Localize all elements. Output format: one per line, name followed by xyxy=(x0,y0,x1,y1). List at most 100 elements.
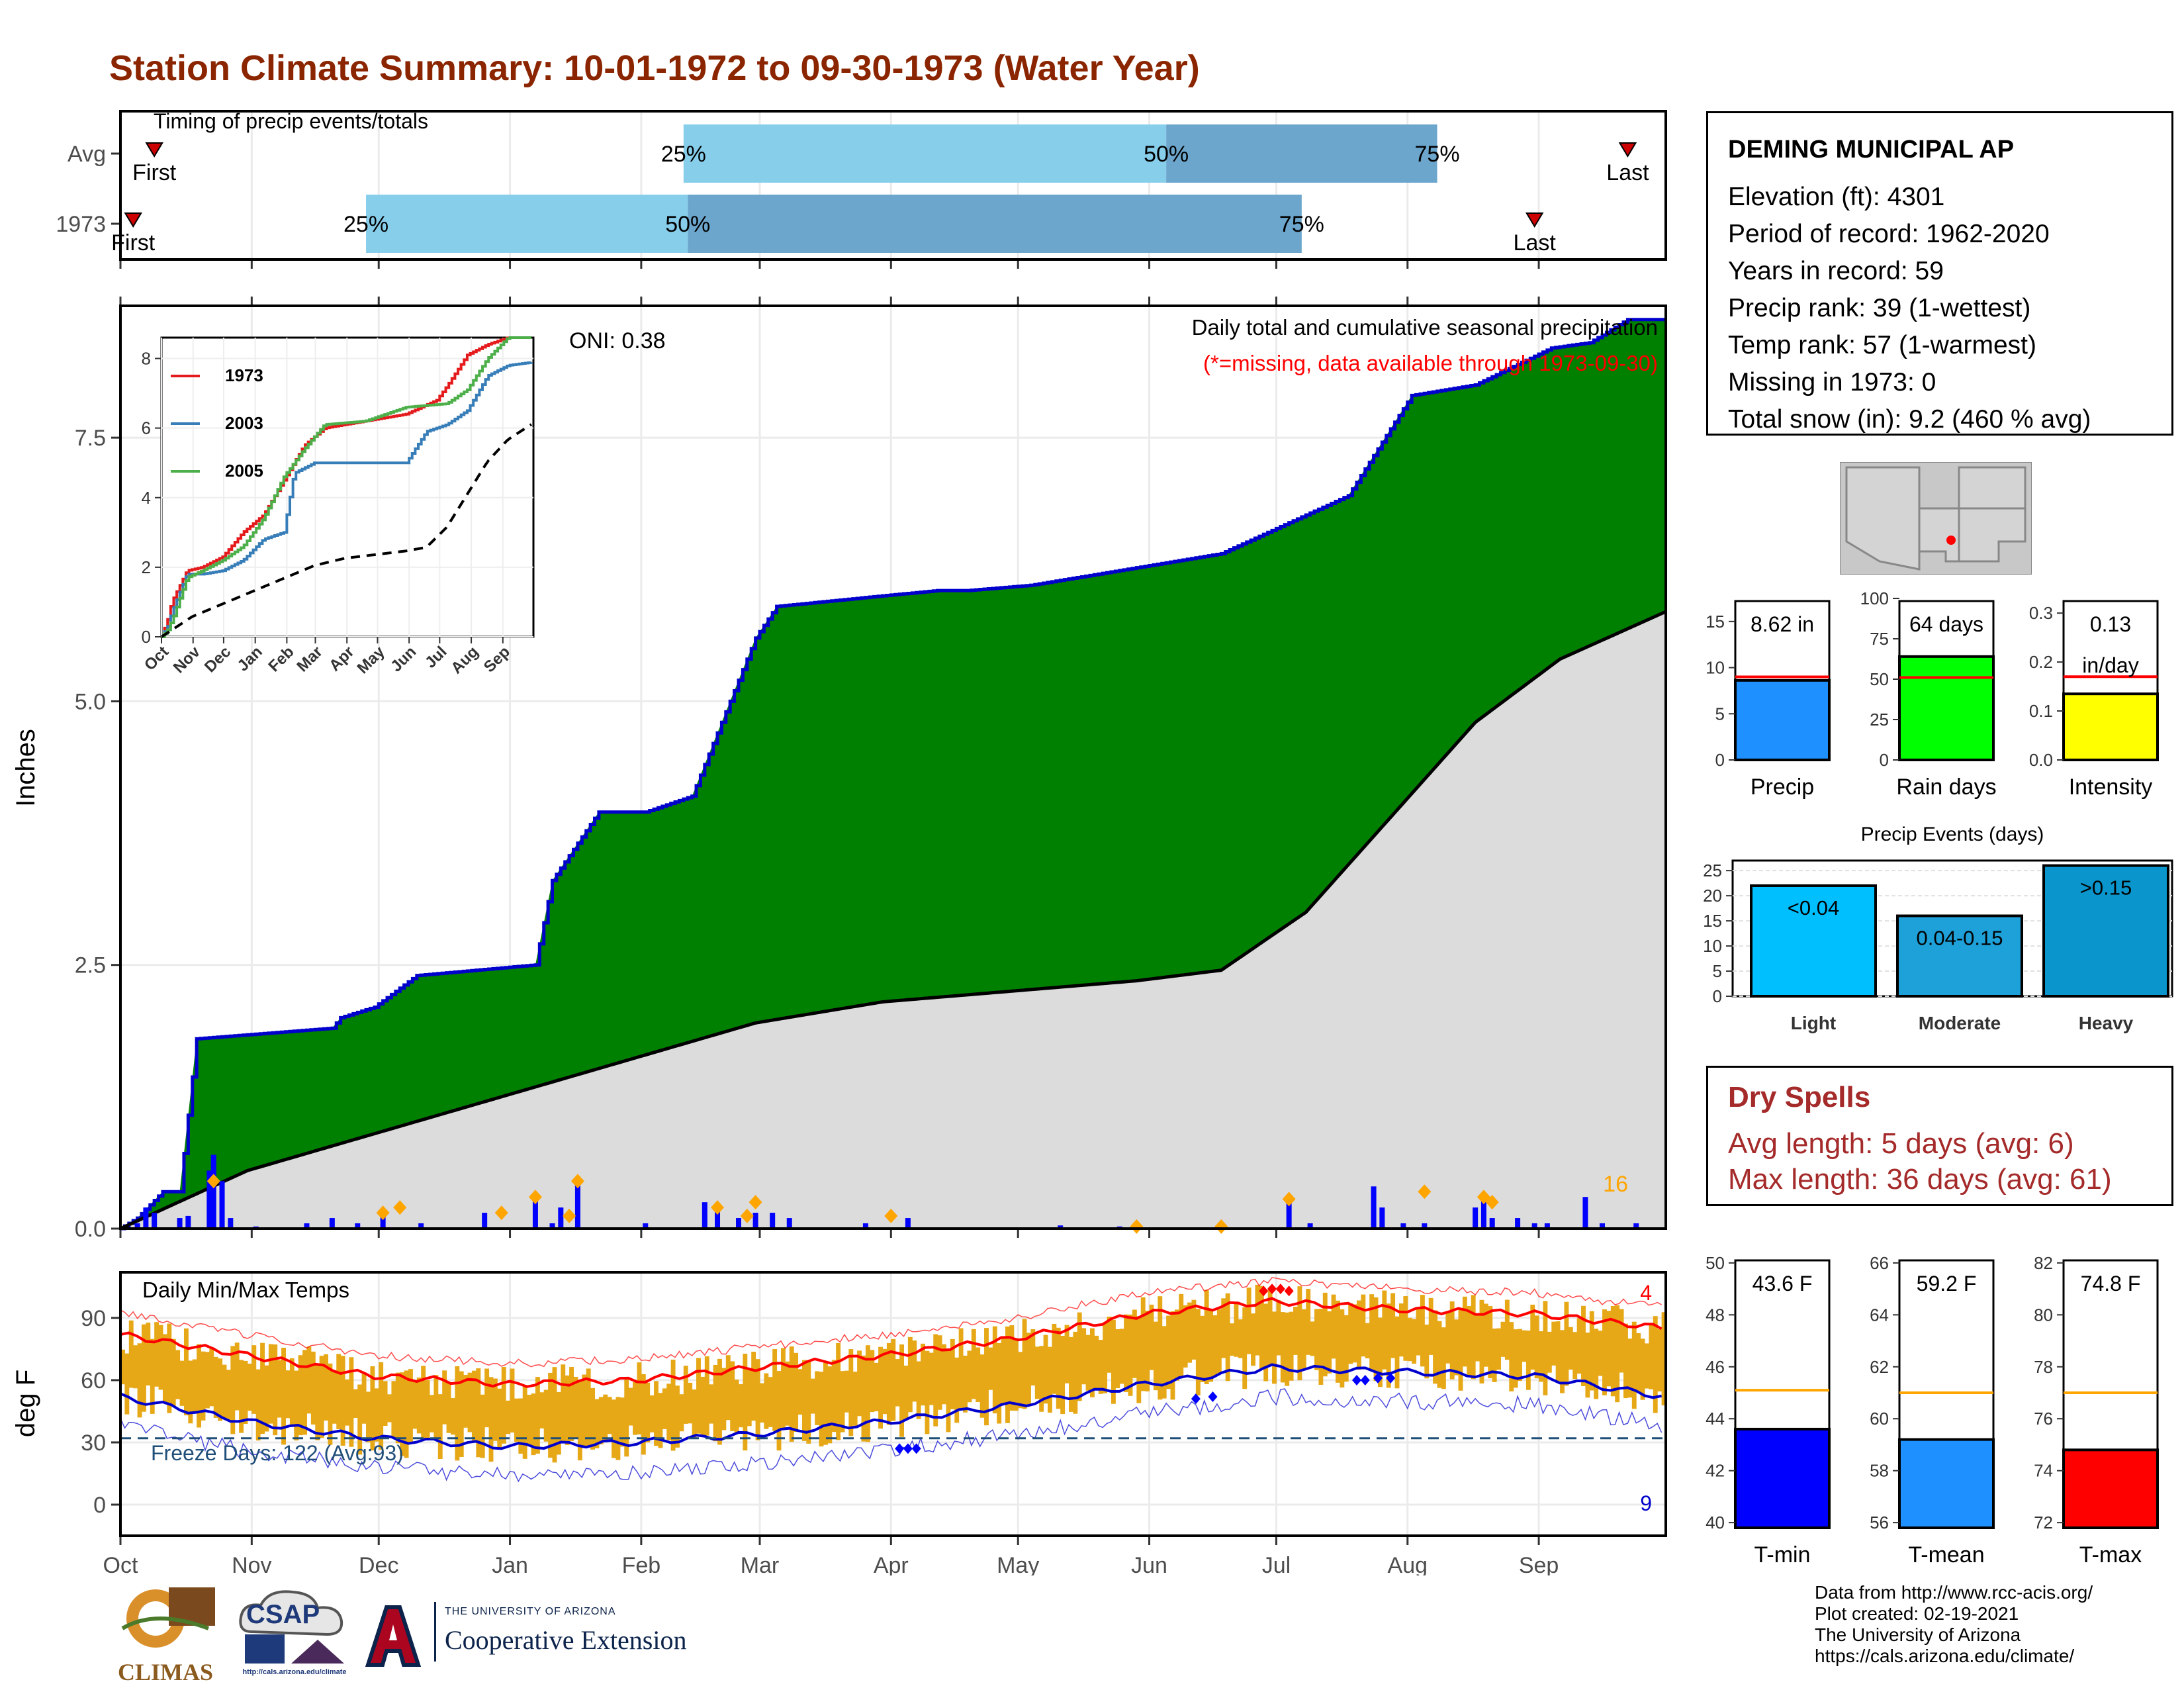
daily-temp-bar xyxy=(289,1358,295,1426)
daily-temp-bar xyxy=(425,1380,430,1438)
daily-precip-bar xyxy=(1531,1223,1537,1229)
daily-temp-bar xyxy=(713,1364,718,1442)
daily-temp-bar xyxy=(128,1320,134,1388)
month-label: Aug xyxy=(1388,1553,1428,1575)
timing-last-label: Last xyxy=(1606,160,1649,185)
inset-y-tick-label: 0 xyxy=(142,627,151,647)
precip-event-category-label: Heavy xyxy=(2079,1013,2134,1033)
daily-temp-bar xyxy=(395,1372,400,1444)
daily-temp-bar xyxy=(150,1338,155,1414)
temp-summary-y-tick-label: 76 xyxy=(2034,1409,2053,1429)
daily-temp-bar xyxy=(1572,1332,1578,1380)
station-info-box: DEMING MUNICIPAL AP Elevation (ft): 4301… xyxy=(1706,111,2173,436)
average-cumulative-area xyxy=(120,612,1666,1229)
daily-temp-bar xyxy=(1174,1309,1179,1381)
daily-temp-bar xyxy=(1272,1311,1277,1384)
daily-temp-bar xyxy=(925,1350,930,1434)
daily-temp-bar xyxy=(1179,1293,1184,1378)
daily-temp-bar xyxy=(281,1347,286,1445)
daily-temp-bar xyxy=(408,1369,413,1442)
precip-y-tick-label: 2.5 xyxy=(75,953,106,978)
temp-summary-category-label: T-max xyxy=(2079,1542,2142,1568)
snow-marker xyxy=(740,1208,754,1223)
daily-temp-bar xyxy=(1479,1299,1484,1383)
daily-precip-bar xyxy=(715,1207,721,1229)
daily-temp-bar xyxy=(958,1328,964,1410)
daily-temp-bar xyxy=(1382,1290,1387,1370)
daily-temp-bar xyxy=(167,1323,172,1413)
month-label: Jun xyxy=(1131,1553,1167,1575)
daily-temp-bar xyxy=(1306,1289,1311,1355)
daily-temp-bar xyxy=(1048,1346,1052,1413)
daily-temp-bar xyxy=(675,1385,680,1448)
daily-temp-bar xyxy=(450,1397,455,1435)
temperature-chart: Oct Nov Dec Jan Feb Mar Apr May Jun Jul Aug Sep 0 30 6… xyxy=(11,1271,1667,1575)
csap-logo: CSAP http://cals.arizona.edu/climate xyxy=(232,1585,357,1685)
daily-temp-bar xyxy=(747,1368,752,1427)
snow-marker xyxy=(563,1208,576,1223)
daily-temp-bar xyxy=(780,1348,786,1429)
daily-precip-bar xyxy=(1633,1223,1639,1229)
daily-temp-bar xyxy=(1433,1310,1438,1384)
daily-temp-bar xyxy=(1606,1311,1612,1387)
dry-spells-box: Dry Spells Avg length: 5 days (avg: 6) M… xyxy=(1706,1066,2173,1206)
inset-y-tick-label: 2 xyxy=(142,557,151,577)
daily-temp-bar xyxy=(988,1347,993,1390)
daily-temp-bar xyxy=(1661,1312,1666,1406)
daily-temp-bar xyxy=(997,1343,1002,1424)
daily-temp-bar xyxy=(1513,1329,1518,1388)
station-period: Period of record: 1962-2020 xyxy=(1728,220,2050,248)
daily-precip-bar xyxy=(143,1207,149,1229)
daily-temp-bar xyxy=(561,1364,566,1442)
daily-temp-bar xyxy=(243,1360,248,1425)
daily-temp-bar xyxy=(1331,1294,1336,1359)
daily-temp-bar xyxy=(430,1395,434,1432)
daily-temp-bar xyxy=(823,1362,828,1445)
daily-temp-bar xyxy=(582,1374,587,1448)
snow-marker xyxy=(494,1205,508,1221)
timing-first-label: First xyxy=(132,160,177,185)
daily-temp-bar xyxy=(1445,1311,1451,1364)
daily-temp-bar xyxy=(670,1359,676,1451)
daily-temp-bar xyxy=(1377,1317,1383,1387)
daily-temp-bar xyxy=(717,1358,722,1445)
footer-university: The University of Arizona xyxy=(1815,1624,2021,1645)
daily-temp-bar xyxy=(700,1376,705,1436)
daily-temp-bar xyxy=(205,1352,210,1409)
daily-temp-bar xyxy=(772,1348,778,1431)
daily-temp-bar xyxy=(535,1377,540,1454)
daily-temp-bar xyxy=(649,1395,655,1432)
daily-temp-bar xyxy=(874,1362,879,1411)
month-label: Dec xyxy=(359,1553,398,1575)
daily-temp-bar xyxy=(1327,1311,1332,1374)
daily-temp-bar xyxy=(954,1357,960,1423)
ua-big-text: Cooperative Extension xyxy=(445,1625,687,1655)
daily-temp-bar xyxy=(264,1365,269,1432)
precip-summary-value-bar xyxy=(1898,655,1995,761)
daily-temp-bar xyxy=(1649,1323,1654,1389)
snow-marker xyxy=(528,1190,542,1205)
daily-temp-bar xyxy=(1352,1304,1357,1363)
daily-temp-bar xyxy=(1653,1316,1658,1413)
daily-temp-bar xyxy=(751,1351,756,1421)
daily-temp-bar xyxy=(1598,1331,1603,1376)
daily-temp-bar xyxy=(569,1366,574,1441)
daily-precip-bar xyxy=(1371,1186,1377,1229)
daily-precip-bar xyxy=(152,1213,158,1229)
daily-temp-bar xyxy=(366,1391,371,1442)
daily-temp-bar xyxy=(1386,1303,1391,1388)
daily-temp-bar xyxy=(1246,1288,1251,1354)
daily-temp-bar xyxy=(598,1397,604,1444)
daily-temp-bar xyxy=(183,1328,189,1416)
daily-temp-bar xyxy=(488,1377,494,1462)
daily-temp-bar xyxy=(933,1334,938,1427)
daily-temp-bar xyxy=(1064,1325,1069,1383)
precip-event-category-label: Moderate xyxy=(1919,1013,2001,1033)
daily-temp-bar xyxy=(857,1350,862,1417)
daily-temp-bar xyxy=(891,1338,896,1421)
temp-summary-y-tick-label: 58 xyxy=(1870,1461,1889,1481)
daily-precip-bar xyxy=(1544,1223,1550,1229)
month-label: Mar xyxy=(741,1553,780,1575)
oni-label: ONI: 0.38 xyxy=(569,328,666,353)
daily-temp-bar xyxy=(1030,1329,1036,1385)
